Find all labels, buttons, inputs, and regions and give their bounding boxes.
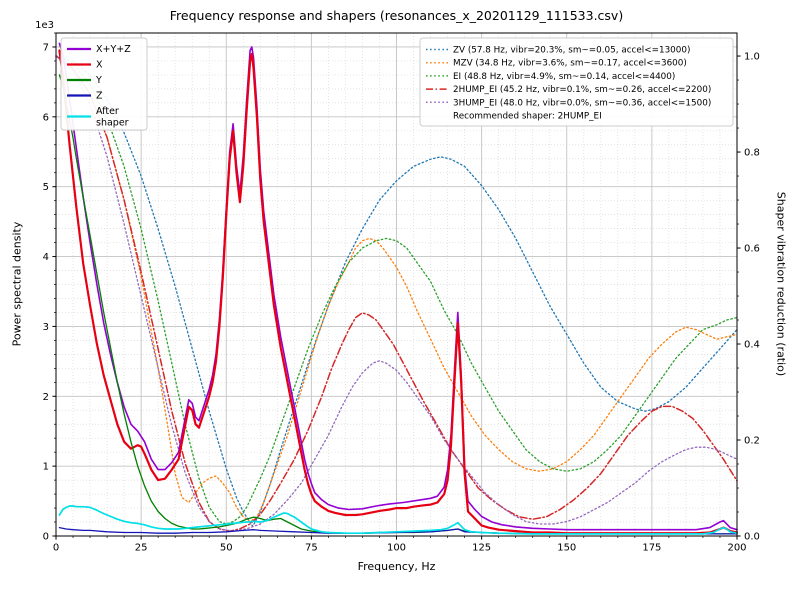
legend-label: 3HUMP_EI (48.0 Hz, vibr=0.0%, sm~=0.36, …	[453, 98, 711, 108]
right-tick-label: 1.0	[744, 52, 760, 63]
recommended-shaper-label: Recommended shaper: 2HUMP_EI	[453, 112, 602, 122]
series-shaper-EI	[55, 55, 738, 525]
left-tick-label: 0	[43, 532, 49, 543]
series-shaper-MZV	[55, 55, 738, 523]
right-y-axis-label: Shaper vibration reduction (ratio)	[774, 191, 788, 377]
x-tick-label: 0	[53, 543, 59, 554]
axis-ticks: 0 25 50 75 100 125 150 175 200 0 1 2 3 4 5 6 7 0.0 0.2 0.4 0…	[43, 32, 760, 554]
legend-label: X	[96, 60, 103, 71]
left-tick-label: 2	[43, 392, 49, 403]
legend-label: ZV (57.8 Hz, vibr=20.3%, sm~=0.05, accel…	[453, 46, 690, 56]
left-tick-label: 7	[43, 42, 49, 53]
legend-shapers: ZV (57.8 Hz, vibr=20.3%, sm~=0.05, accel…	[419, 37, 734, 127]
right-tick-label: 0.2	[744, 436, 760, 447]
right-tick-label: 0.0	[744, 532, 760, 543]
right-tick-label: 0.6	[744, 244, 760, 255]
x-tick-label: 200	[727, 543, 746, 554]
x-tick-label: 25	[135, 543, 148, 554]
legend-label: MZV (34.8 Hz, vibr=3.6%, sm~=0.17, accel…	[453, 59, 687, 69]
legend-label: 2HUMP_EI (45.2 Hz, vibr=0.1%, sm~=0.26, …	[453, 85, 711, 95]
left-tick-label: 4	[43, 252, 49, 263]
series-psd-After-shaper	[58, 505, 738, 535]
series-shaper-3HUMP_EI	[55, 55, 738, 532]
right-tick-label: 0.4	[744, 340, 760, 351]
left-tick-label: 3	[43, 322, 49, 333]
legend-label: After	[96, 106, 119, 117]
series-psd-X+Y+Z	[58, 42, 738, 531]
axis-offset-label: 1e3	[35, 20, 54, 31]
legend-label: EI (48.8 Hz, vibr=4.9%, sm~=0.14, accel<…	[453, 72, 675, 82]
x-tick-label: 175	[642, 543, 661, 554]
legend-label: shaper	[96, 118, 129, 129]
x-tick-label: 50	[220, 543, 233, 554]
series-shaper-2HUMP_EI	[55, 55, 738, 532]
x-tick-label: 125	[472, 543, 491, 554]
chart-title: Frequency response and shapers (resonanc…	[169, 8, 624, 23]
left-tick-label: 5	[43, 182, 49, 193]
x-tick-label: 75	[305, 543, 318, 554]
left-tick-label: 6	[43, 112, 49, 123]
x-axis-label: Frequency, Hz	[357, 560, 436, 573]
right-tick-label: 0.8	[744, 148, 760, 159]
x-tick-label: 150	[557, 543, 576, 554]
series-psd-X	[58, 49, 739, 535]
x-tick-label: 100	[387, 543, 406, 554]
left-tick-label: 1	[43, 462, 49, 473]
series-shaper-ZV	[55, 55, 738, 528]
series-psd-Y	[58, 74, 738, 535]
legend-label: X+Y+Z	[96, 44, 131, 55]
legend-label: Z	[96, 91, 103, 102]
legend-label: Y	[95, 75, 102, 86]
left-y-axis-label: Power spectral density	[10, 221, 24, 347]
